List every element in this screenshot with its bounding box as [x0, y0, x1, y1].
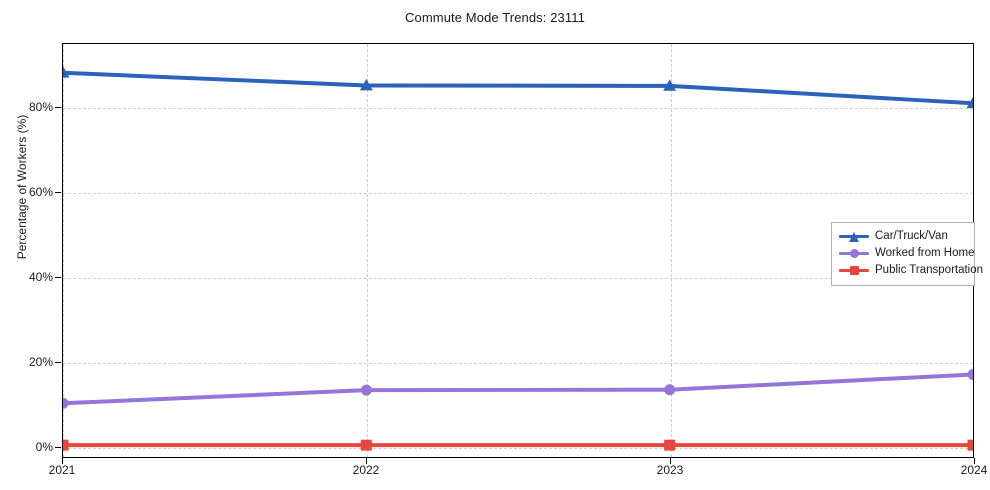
x-tick-label: 2024: [960, 463, 988, 477]
chart-legend: Car/Truck/Van Worked from Home Public Tran…: [831, 222, 983, 286]
legend-swatch: [839, 263, 869, 277]
legend-label: Car/Truck/Van: [875, 230, 948, 242]
x-tick-label: 2022: [352, 463, 380, 477]
series-line: [63, 372, 973, 406]
data-point-marker: [967, 439, 973, 451]
series-car-truck-van: [63, 66, 973, 109]
series-line: [63, 70, 973, 106]
data-point-marker: [664, 384, 676, 396]
data-point-marker: [63, 397, 69, 409]
legend-label: Public Transportation: [875, 264, 984, 276]
data-point-marker: [663, 79, 677, 91]
gridline-horizontal: [63, 107, 973, 109]
data-point-marker: [63, 439, 69, 451]
gridline-vertical: [671, 44, 672, 457]
legend-swatch: [839, 246, 869, 260]
y-tick-mark: [55, 191, 61, 193]
data-point-marker: [967, 369, 973, 380]
x-tick-label: 2023: [656, 463, 684, 477]
gridline-horizontal: [63, 447, 973, 449]
series-public-transportation: [63, 439, 973, 451]
y-tick-label: 20%: [28, 354, 53, 369]
gridline-vertical: [367, 44, 368, 457]
legend-item[interactable]: Public Transportation: [839, 262, 983, 278]
y-tick-label: 80%: [28, 99, 53, 114]
series-layer: [63, 66, 973, 451]
data-point-marker: [359, 79, 373, 91]
legend-swatch: [839, 229, 869, 243]
y-tick-mark: [55, 276, 61, 278]
gridline-horizontal: [63, 362, 973, 364]
plot-area: [62, 43, 974, 458]
y-tick-mark: [55, 106, 61, 108]
x-tick-mark: [366, 458, 367, 464]
data-point-marker: [360, 384, 372, 396]
x-tick-label: 2021: [48, 463, 76, 477]
legend-marker-triangle-icon: [849, 232, 859, 242]
y-tick-label: 0%: [35, 439, 53, 454]
data-point-marker: [360, 439, 372, 451]
gridline-horizontal: [63, 192, 973, 194]
series-worked-from-home: [63, 369, 973, 409]
y-tick-mark: [55, 446, 61, 448]
x-tick-mark: [974, 458, 975, 464]
legend-item[interactable]: Worked from Home: [839, 245, 974, 261]
x-tick-mark: [62, 458, 63, 464]
gridline-horizontal: [63, 277, 973, 279]
legend-marker-square-icon: [850, 266, 859, 275]
chart-title: Commute Mode Trends: 23111: [405, 10, 585, 25]
x-tick-mark: [670, 458, 671, 464]
legend-marker-circle-icon: [850, 249, 859, 258]
plot-inner: [63, 44, 973, 457]
gridline-vertical: [63, 44, 64, 457]
y-tick-label: 40%: [28, 269, 53, 284]
legend-item[interactable]: Car/Truck/Van: [839, 228, 967, 244]
legend-label: Worked from Home: [875, 247, 975, 259]
y-tick-label: 60%: [28, 184, 53, 199]
data-point-marker: [664, 439, 676, 451]
y-tick-mark: [55, 361, 61, 363]
